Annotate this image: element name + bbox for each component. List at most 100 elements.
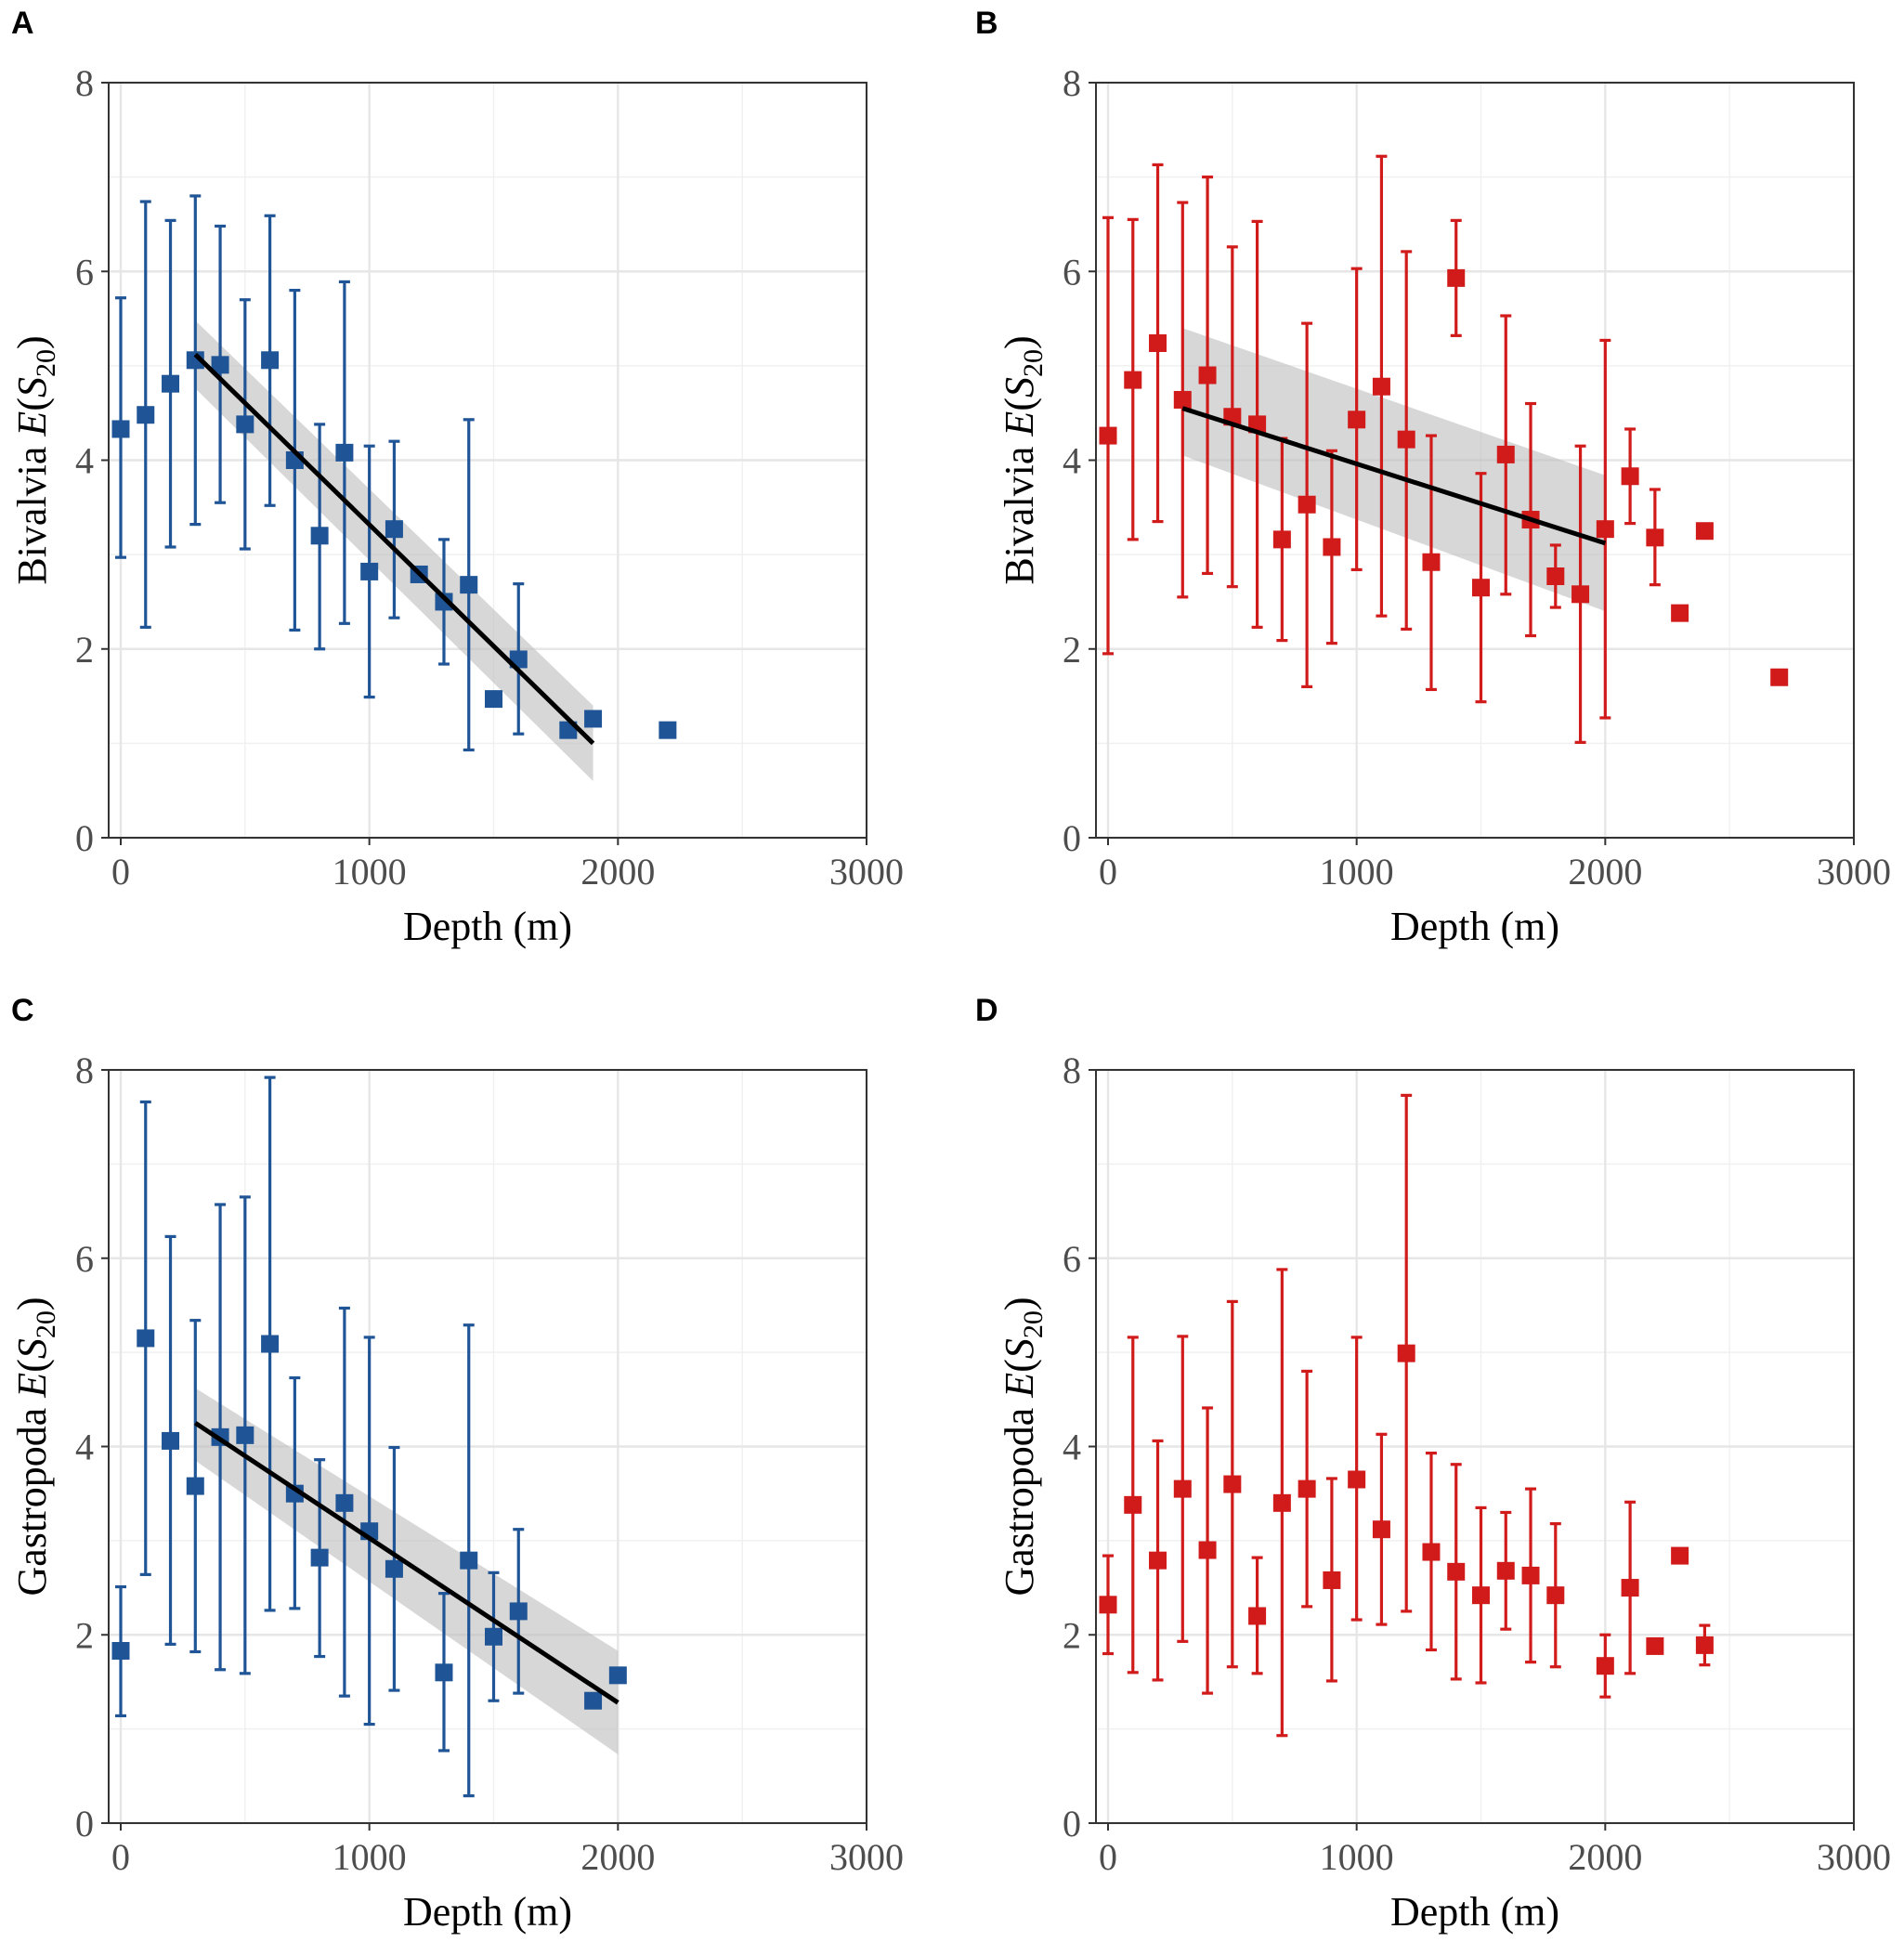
data-point bbox=[111, 420, 130, 438]
data-point bbox=[1198, 366, 1217, 384]
x-tick-label: 1000 bbox=[1320, 851, 1394, 893]
data-point bbox=[584, 1691, 603, 1710]
data-point bbox=[1521, 1566, 1540, 1584]
data-point bbox=[1422, 553, 1441, 571]
y-tick-label: 4 bbox=[1063, 1427, 1081, 1468]
data-point bbox=[1422, 1543, 1441, 1561]
y-tick-label: 2 bbox=[75, 1614, 94, 1656]
panel-B: B 0 1000 2000 3000 0 2 4 6 8 Depth (m) Bivalvia E(S… bbox=[975, 6, 1891, 949]
y-axis-title: Gastropoda E(S20) bbox=[997, 1297, 1049, 1596]
data-point bbox=[211, 356, 229, 374]
data-point bbox=[1323, 1571, 1341, 1589]
x-tick-label: 1000 bbox=[333, 1836, 407, 1878]
x-axis-title: Depth (m) bbox=[1390, 1889, 1559, 1935]
y-tick-label: 6 bbox=[75, 251, 94, 293]
x-tick-label: 3000 bbox=[1817, 851, 1891, 893]
y-tick-label: 8 bbox=[75, 62, 94, 104]
data-point bbox=[1298, 1479, 1316, 1498]
data-point bbox=[509, 1602, 528, 1621]
y-tick-label: 0 bbox=[1063, 817, 1081, 859]
data-point bbox=[385, 520, 403, 539]
data-point bbox=[1099, 1596, 1117, 1614]
y-tick-label: 6 bbox=[1063, 1238, 1081, 1280]
data-point bbox=[1272, 530, 1291, 549]
data-point bbox=[261, 1335, 280, 1353]
data-point bbox=[1397, 430, 1415, 449]
y-tick-label: 2 bbox=[75, 629, 94, 671]
data-point bbox=[1099, 426, 1117, 445]
x-tick-label: 2000 bbox=[580, 851, 655, 893]
y-tick-label: 0 bbox=[1063, 1803, 1081, 1844]
data-point bbox=[435, 593, 453, 611]
x-tick-label: 2000 bbox=[1568, 851, 1642, 893]
y-tick-label: 2 bbox=[1063, 1614, 1081, 1656]
y-tick-label: 8 bbox=[75, 1049, 94, 1091]
data-point bbox=[460, 1551, 478, 1570]
data-point bbox=[1646, 528, 1664, 547]
data-point bbox=[1546, 567, 1565, 585]
y-tick-label: 0 bbox=[75, 1803, 94, 1844]
x-axis-title: Depth (m) bbox=[403, 1889, 572, 1935]
data-point bbox=[1546, 1586, 1565, 1605]
data-point bbox=[1496, 1561, 1515, 1580]
data-point bbox=[1472, 579, 1490, 597]
data-point bbox=[1149, 333, 1167, 352]
data-point bbox=[1149, 1551, 1167, 1570]
data-point bbox=[1496, 445, 1515, 463]
data-point bbox=[1348, 1470, 1366, 1489]
data-point bbox=[137, 1329, 155, 1348]
data-point bbox=[1447, 268, 1466, 287]
x-tick-label: 0 bbox=[1099, 1836, 1117, 1878]
y-axis-title: Bivalvia E(S20) bbox=[997, 335, 1049, 584]
data-point bbox=[1671, 604, 1689, 622]
data-point bbox=[460, 576, 478, 594]
data-point bbox=[186, 1477, 204, 1495]
data-point bbox=[310, 527, 329, 545]
data-point bbox=[385, 1559, 403, 1578]
data-point bbox=[1124, 1495, 1142, 1514]
x-axis-title: Depth (m) bbox=[403, 904, 572, 949]
y-tick-label: 2 bbox=[1063, 629, 1081, 671]
data-point bbox=[485, 1627, 502, 1646]
confidence-band bbox=[1182, 328, 1606, 612]
data-point bbox=[1272, 1493, 1291, 1512]
data-point bbox=[1447, 1562, 1466, 1581]
regression-line bbox=[193, 1421, 619, 1705]
data-point bbox=[360, 562, 379, 580]
panel-label: A bbox=[11, 6, 34, 41]
panel-A: A 0 1000 2000 3000 0 2 4 6 8 Depth (m) Bivalvia E(S… bbox=[9, 6, 904, 949]
data-point bbox=[236, 415, 254, 434]
x-axis-title: Depth (m) bbox=[1390, 904, 1559, 949]
panel-label: C bbox=[11, 993, 34, 1028]
data-point bbox=[1298, 495, 1316, 514]
data-point bbox=[1173, 390, 1192, 409]
data-point bbox=[310, 1548, 329, 1567]
data-point bbox=[1472, 1586, 1490, 1605]
data-point bbox=[1770, 668, 1789, 686]
data-point bbox=[1372, 377, 1390, 396]
x-tick-label: 2000 bbox=[1568, 1836, 1642, 1878]
data-point bbox=[162, 1431, 180, 1450]
y-axis-title: Gastropoda E(S20) bbox=[9, 1297, 61, 1596]
data-point bbox=[1695, 1636, 1714, 1654]
x-tick-label: 0 bbox=[111, 851, 130, 893]
data-point bbox=[1348, 411, 1366, 429]
panel-label: B bbox=[975, 6, 998, 41]
data-point bbox=[1248, 1607, 1267, 1625]
y-tick-label: 6 bbox=[1063, 251, 1081, 293]
data-point bbox=[137, 406, 155, 424]
panel-label: D bbox=[975, 993, 998, 1028]
data-point bbox=[1621, 1579, 1639, 1597]
data-point bbox=[1596, 520, 1614, 539]
data-point bbox=[1124, 371, 1142, 389]
data-point bbox=[1173, 1479, 1192, 1498]
data-point bbox=[335, 1493, 354, 1512]
panel-D: D 0 1000 2000 3000 0 2 4 6 8 Depth (m) Gastropoda E… bbox=[975, 993, 1891, 1935]
data-point bbox=[1372, 1520, 1390, 1539]
x-tick-label: 3000 bbox=[829, 1836, 904, 1878]
x-tick-label: 1000 bbox=[1320, 1836, 1394, 1878]
data-point bbox=[584, 710, 603, 728]
data-point bbox=[1571, 585, 1590, 604]
data-point bbox=[236, 1426, 254, 1444]
data-point bbox=[1397, 1344, 1415, 1362]
